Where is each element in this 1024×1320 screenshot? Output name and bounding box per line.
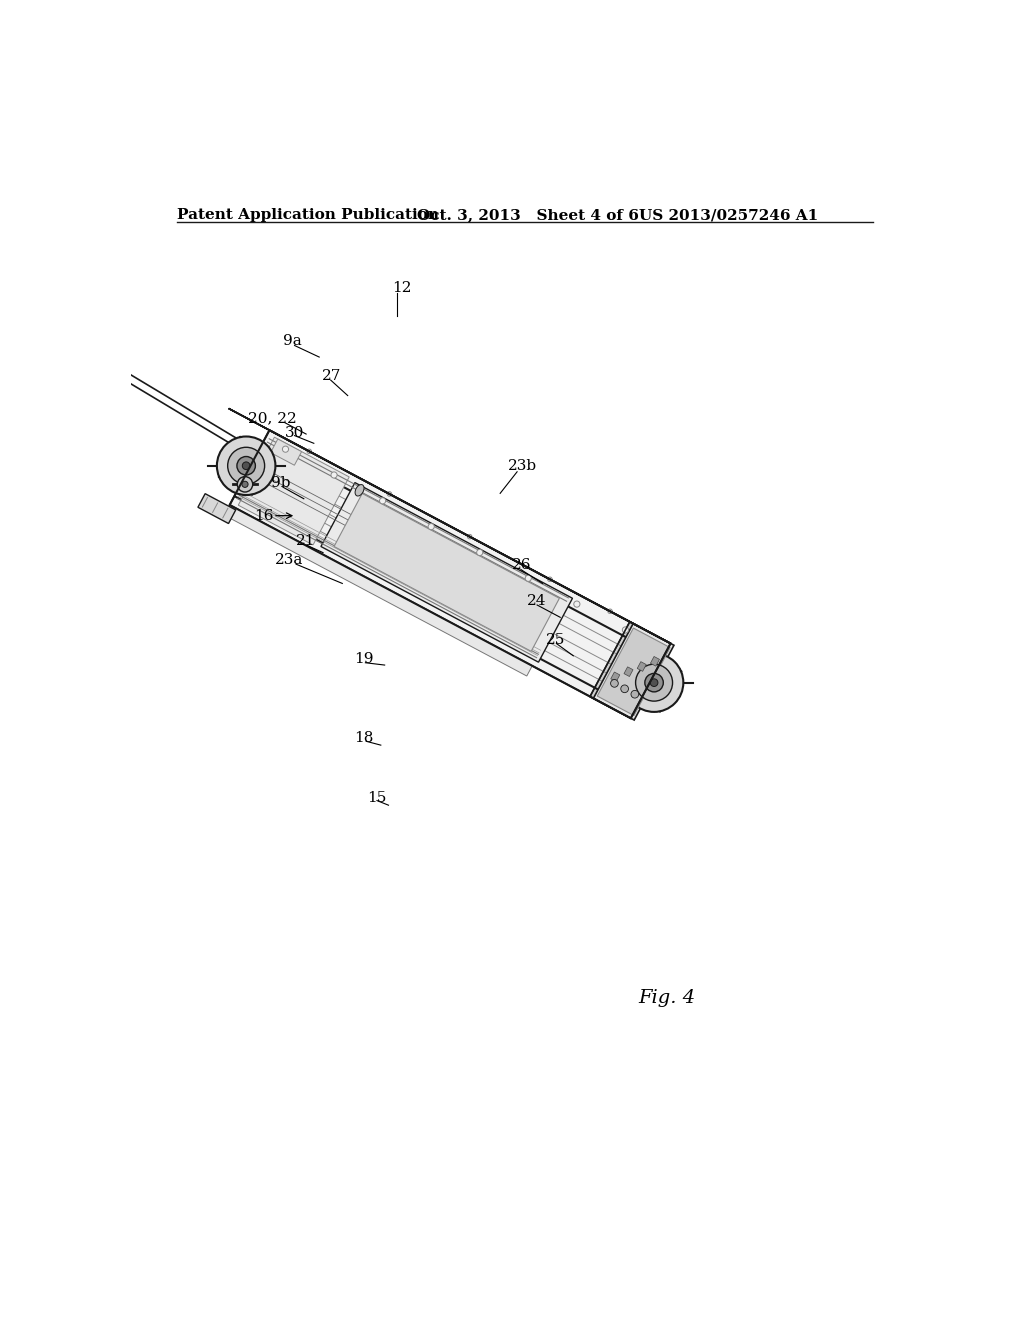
Text: 15: 15 [367,791,386,804]
Text: 12: 12 [392,281,412,294]
Polygon shape [321,483,572,663]
Text: 24: 24 [527,594,547,609]
Polygon shape [593,623,674,719]
Text: 26: 26 [512,558,531,572]
Circle shape [380,498,386,504]
Polygon shape [627,653,682,711]
Polygon shape [334,494,559,651]
Polygon shape [228,408,671,643]
Polygon shape [624,667,633,677]
Circle shape [645,673,664,692]
Circle shape [217,437,275,495]
Text: 23a: 23a [274,553,303,568]
Circle shape [476,549,483,556]
Polygon shape [637,661,646,672]
Circle shape [238,477,253,492]
Circle shape [621,685,629,693]
Polygon shape [239,437,349,545]
Text: 18: 18 [354,731,373,746]
Circle shape [283,446,289,453]
Circle shape [625,653,683,711]
Polygon shape [270,440,302,465]
Text: 19: 19 [354,652,374,665]
Text: Oct. 3, 2013   Sheet 4 of 6: Oct. 3, 2013 Sheet 4 of 6 [417,209,639,223]
Text: US 2013/0257246 A1: US 2013/0257246 A1 [639,209,818,223]
Circle shape [650,678,658,686]
Circle shape [573,601,580,607]
Circle shape [636,664,673,701]
Polygon shape [218,437,274,495]
Circle shape [467,535,472,539]
Text: Fig. 4: Fig. 4 [639,989,696,1007]
Circle shape [610,680,618,688]
Circle shape [631,690,639,698]
Circle shape [307,449,311,454]
Text: 16: 16 [254,510,273,524]
Polygon shape [227,507,532,676]
Text: 20, 22: 20, 22 [248,412,296,425]
Polygon shape [590,622,671,718]
Circle shape [623,627,629,634]
Text: 9b: 9b [271,477,291,490]
Text: 27: 27 [322,368,341,383]
Polygon shape [650,656,659,667]
Circle shape [607,609,612,614]
Circle shape [331,473,337,478]
Polygon shape [229,430,671,718]
Text: 25: 25 [547,632,565,647]
Text: 21: 21 [296,535,315,548]
Polygon shape [198,494,236,524]
Circle shape [242,482,248,487]
Polygon shape [597,628,670,715]
Circle shape [387,491,392,496]
Circle shape [237,457,255,475]
Circle shape [428,524,434,529]
Ellipse shape [355,484,364,496]
Circle shape [548,577,552,582]
Text: 23b: 23b [508,459,537,474]
Text: 9a: 9a [283,334,302,348]
Circle shape [243,462,250,470]
Text: Patent Application Publication: Patent Application Publication [177,209,438,223]
Circle shape [227,447,264,484]
Polygon shape [610,672,620,681]
Text: 30: 30 [285,425,304,440]
Circle shape [525,576,531,581]
